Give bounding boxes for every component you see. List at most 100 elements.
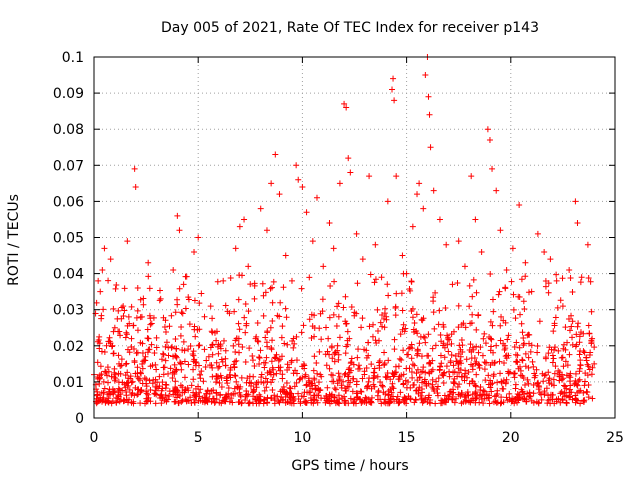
data-point-background [340,378,347,385]
data-point-background [450,369,457,376]
data-point [384,198,391,205]
data-point-background [209,341,216,348]
data-point-background [118,304,125,311]
data-point-background [124,369,131,376]
data-point-background [118,356,125,363]
y-tick-label: 0.01 [53,375,84,391]
data-point-background [482,340,489,347]
data-point-background [129,378,136,385]
data-point-background [105,277,112,284]
data-point-background [233,357,240,364]
data-point-background [122,372,129,379]
data-point-background [268,379,275,386]
data-point-background [231,364,238,371]
data-point-background [269,318,276,325]
data-point-background [400,347,407,354]
data-point-background [278,334,285,341]
data-point-background [135,390,142,397]
data-point-background [98,390,105,397]
data-point [591,360,598,367]
data-point-background [245,308,252,315]
data-point-background [585,322,592,329]
data-point-background [100,378,107,385]
data-point [478,248,485,255]
data-point-background [125,399,132,406]
data-point-background [391,336,398,343]
data-point-background [453,395,460,402]
data-point-background [571,381,578,388]
data-point-background [201,313,208,320]
data-point [522,259,529,266]
data-point-background [148,341,155,348]
data-point-background [519,356,526,363]
data-point-background [460,398,467,405]
data-point-background [307,394,314,401]
data-point-background [523,398,530,405]
data-point-background [400,321,407,328]
data-point-background [303,381,310,388]
data-point-background [247,281,254,288]
data-point-background [375,389,382,396]
data-point-background [429,345,436,352]
data-point-background [94,388,101,395]
data-point-background [209,395,216,402]
data-point-background [260,292,267,299]
data-point-background [409,314,416,321]
data-point-background [408,368,415,375]
data-point-background [256,360,263,367]
data-point-background [399,326,406,333]
data-point-background [336,376,343,383]
data-point-background [475,349,482,356]
data-point-background [559,275,566,282]
data-point-background [227,274,234,281]
data-point [326,220,333,227]
data-point-background [269,299,276,306]
data-point-background [524,376,531,383]
data-point-background [313,360,320,367]
data-point-background [226,372,233,379]
data-point [303,209,310,216]
data-point-background [235,383,242,390]
data-point-background [473,326,480,333]
data-point-background [366,323,373,330]
data-point-background [180,338,187,345]
data-point-background [442,305,449,312]
data-point-background [353,381,360,388]
data-point-background [300,322,307,329]
data-point [170,266,177,273]
data-point-background [438,397,445,404]
data-point-background [204,387,211,394]
data-point-background [502,284,509,291]
data-point-background [191,356,198,363]
data-point-background [573,331,580,338]
data-point-background [585,274,592,281]
data-point-background [430,385,437,392]
data-point-background [178,398,185,405]
data-point-background [522,350,529,357]
y-tick-label: 0.07 [53,158,84,174]
data-point-background [134,391,141,398]
data-point-background [156,373,163,380]
data-point [366,173,373,180]
data-point-background [311,324,318,331]
data-point-background [170,391,177,398]
data-point-background [298,285,305,292]
data-point-background [348,359,355,366]
data-point-background [490,308,497,315]
data-point-background [399,307,406,314]
data-point-background [335,399,342,406]
data-point-background [190,366,197,373]
data-point-background [196,342,203,349]
data-point-background [343,343,350,350]
data-point-background [251,395,258,402]
data-point-background [216,379,223,386]
data-point-background [312,386,319,393]
data-point-background [141,375,148,382]
data-point-background [115,392,122,399]
data-point-background [583,354,590,361]
data-point-background [121,397,128,404]
data-point-background [487,318,494,325]
data-point-background [414,366,421,373]
y-tick-label: 0 [75,411,84,427]
